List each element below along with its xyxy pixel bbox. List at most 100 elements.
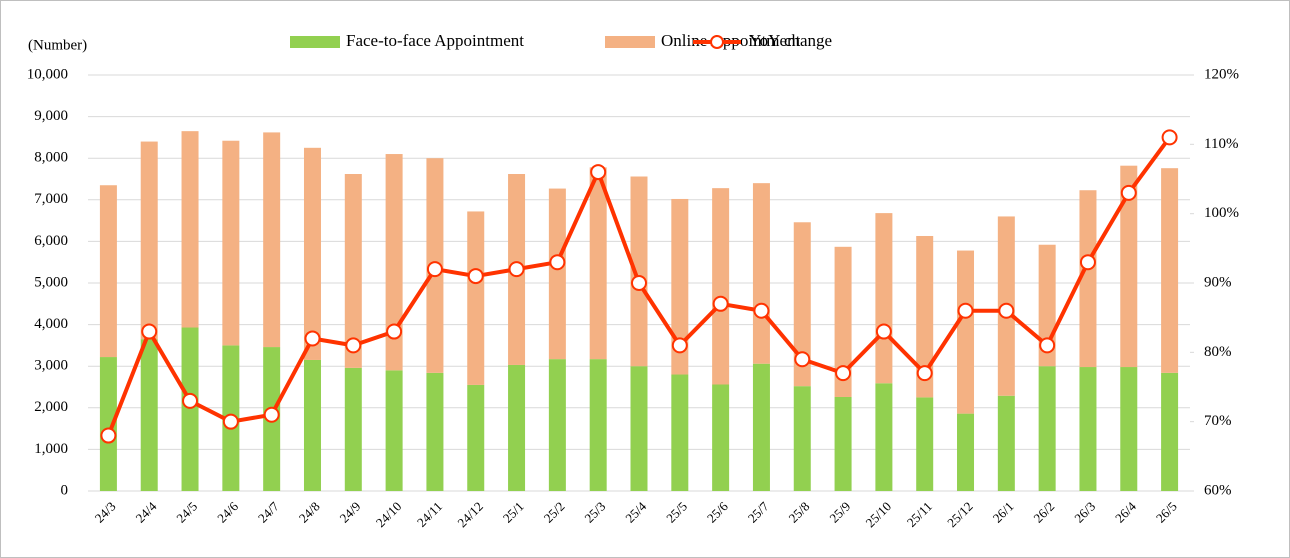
legend-marker <box>710 35 724 49</box>
y-tick-label: 0 <box>61 482 69 498</box>
bar <box>548 359 566 491</box>
line-marker <box>141 323 158 340</box>
y-tick-label: 1,000 <box>34 441 68 457</box>
bar <box>548 188 566 360</box>
line-marker <box>549 254 566 271</box>
bar <box>303 147 321 360</box>
line-marker <box>263 406 280 423</box>
line-marker <box>998 302 1015 319</box>
y2-tick-label: 90% <box>1204 274 1232 290</box>
bar <box>834 396 852 491</box>
bar <box>957 413 975 491</box>
legend-swatch <box>605 36 655 48</box>
line-marker <box>1039 337 1056 354</box>
line-marker <box>508 261 525 278</box>
y-tick-label: 10,000 <box>27 66 68 82</box>
line-marker <box>345 337 362 354</box>
y-tick-label: 9,000 <box>34 108 68 124</box>
line-marker <box>1079 254 1096 271</box>
y-tick-label: 8,000 <box>34 150 68 166</box>
bar <box>344 367 362 491</box>
line-marker <box>671 337 688 354</box>
bar <box>957 250 975 414</box>
bar <box>1161 372 1179 491</box>
bar <box>181 131 199 328</box>
line-marker <box>957 302 974 319</box>
y2-tick-label: 70% <box>1204 413 1232 429</box>
y2-tick-label: 100% <box>1204 205 1239 221</box>
y2-tick-label: 80% <box>1204 344 1232 360</box>
y2-tick-label: 60% <box>1204 482 1232 498</box>
bar <box>508 364 526 491</box>
bar <box>99 357 117 491</box>
line-marker <box>426 261 443 278</box>
bar <box>140 141 158 340</box>
bar <box>1079 190 1097 368</box>
y-axis-label: (Number) <box>28 37 87 53</box>
bar <box>671 374 689 491</box>
line-marker <box>631 275 647 291</box>
bar <box>671 198 689 375</box>
bar <box>181 327 199 491</box>
bar <box>1079 367 1097 491</box>
line-marker <box>753 302 770 319</box>
line-marker <box>1120 184 1137 201</box>
bar <box>263 132 281 348</box>
line-marker <box>590 164 607 181</box>
bar <box>916 235 934 398</box>
line-marker <box>1161 129 1178 146</box>
bar <box>1161 168 1179 373</box>
y2-tick-label: 120% <box>1204 66 1239 82</box>
bar <box>426 372 444 491</box>
y-tick-label: 3,000 <box>34 358 68 374</box>
line-marker <box>875 323 892 340</box>
bar <box>589 167 607 360</box>
bar <box>1120 367 1138 491</box>
bar <box>834 246 852 397</box>
bar <box>793 386 811 491</box>
bar <box>222 140 240 346</box>
y-tick-label: 7,000 <box>34 191 68 207</box>
bar <box>793 222 811 387</box>
bar <box>752 363 770 491</box>
bar <box>385 154 403 371</box>
bar <box>630 366 648 491</box>
bar <box>1038 366 1056 491</box>
legend-label: Face-to-face Appointment <box>346 31 524 50</box>
bar <box>997 395 1015 491</box>
line-marker <box>222 413 239 430</box>
y-tick-label: 6,000 <box>34 233 68 249</box>
y-tick-label: 2,000 <box>34 399 68 415</box>
legend-label: YoY change <box>749 31 832 50</box>
bar <box>140 339 158 491</box>
bar <box>712 188 730 385</box>
line-marker <box>304 330 321 347</box>
bar <box>875 383 893 491</box>
bar <box>1120 165 1138 368</box>
bar <box>385 370 403 491</box>
bar <box>712 384 730 491</box>
legend-swatch <box>290 36 340 48</box>
bar <box>99 185 117 358</box>
bar <box>589 359 607 491</box>
line-marker <box>386 323 403 340</box>
bar <box>752 183 770 364</box>
line-marker <box>916 365 933 382</box>
y-tick-label: 4,000 <box>34 316 68 332</box>
bar <box>467 384 485 491</box>
bar <box>916 397 934 491</box>
bar <box>875 213 893 384</box>
line-marker <box>794 351 811 368</box>
bar <box>344 174 362 368</box>
bar <box>303 359 321 491</box>
y2-tick-label: 110% <box>1204 136 1238 152</box>
line-marker <box>182 392 199 409</box>
line-marker <box>467 268 484 285</box>
line-marker <box>100 427 117 444</box>
y-tick-label: 5,000 <box>34 274 68 290</box>
line-marker <box>712 295 729 312</box>
line-marker <box>835 365 852 382</box>
bar <box>630 176 648 367</box>
bar <box>467 211 485 385</box>
